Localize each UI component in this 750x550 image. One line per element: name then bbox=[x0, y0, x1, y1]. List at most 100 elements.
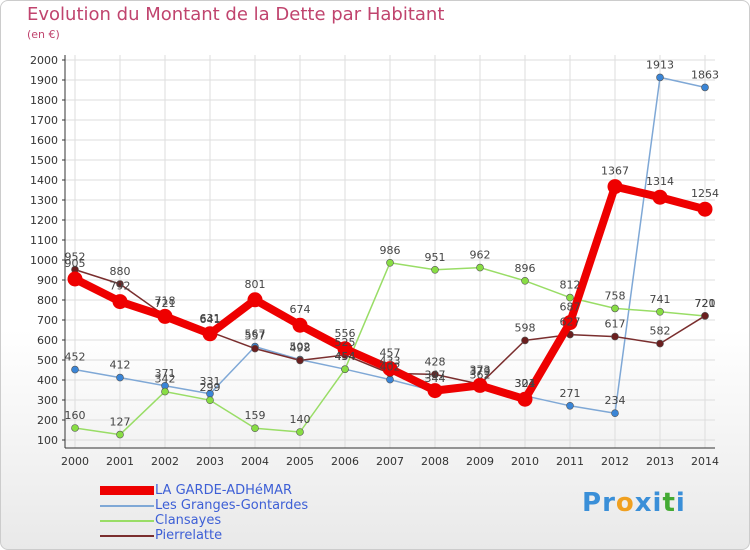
data-label: 880 bbox=[110, 265, 131, 278]
data-label: 304 bbox=[515, 377, 536, 390]
data-label: 567 bbox=[245, 328, 266, 341]
x-tick-label: 2011 bbox=[556, 455, 584, 468]
y-tick-label: 400 bbox=[37, 374, 58, 387]
x-tick-label: 2000 bbox=[61, 455, 89, 468]
legend-item[interactable]: Clansayes bbox=[100, 513, 400, 528]
y-tick-label: 600 bbox=[37, 334, 58, 347]
x-tick-label: 2001 bbox=[106, 455, 134, 468]
legend-swatch bbox=[100, 486, 154, 495]
data-label: 1254 bbox=[691, 187, 719, 200]
data-label: 1367 bbox=[601, 165, 629, 178]
data-label: 674 bbox=[290, 303, 311, 316]
x-tick-label: 2004 bbox=[241, 455, 269, 468]
data-label: 321 bbox=[515, 377, 536, 390]
data-label: 1314 bbox=[646, 175, 674, 188]
data-label: 433 bbox=[380, 354, 401, 367]
x-tick-label: 2008 bbox=[421, 455, 449, 468]
y-tick-label: 1400 bbox=[30, 174, 58, 187]
data-point bbox=[476, 263, 484, 272]
data-label: 234 bbox=[605, 394, 626, 407]
legend-label: Pierrelatte bbox=[155, 528, 223, 543]
data-point bbox=[251, 344, 259, 353]
x-tick-label: 2012 bbox=[601, 455, 629, 468]
data-label: 556 bbox=[335, 327, 356, 340]
data-point bbox=[71, 424, 79, 432]
data-label: 631 bbox=[200, 312, 221, 325]
data-label: 454 bbox=[335, 350, 356, 363]
data-label: 342 bbox=[155, 373, 176, 386]
data-point bbox=[431, 265, 439, 274]
data-label: 127 bbox=[110, 416, 131, 429]
legend-swatch bbox=[100, 505, 154, 507]
logo-letter: x bbox=[634, 488, 653, 518]
legend-label: Clansayes bbox=[155, 513, 222, 528]
data-point bbox=[112, 294, 128, 310]
chart-title: Evolution du Montant de la Dette par Hab… bbox=[27, 4, 445, 25]
data-point bbox=[607, 179, 623, 195]
axes: 100 200 300 400 500 600 700 800 900 1000 1100 1200 1… bbox=[30, 54, 719, 468]
data-point bbox=[656, 73, 664, 82]
x-tick-label: 2010 bbox=[511, 455, 539, 468]
data-point bbox=[116, 280, 124, 288]
legend-item[interactable]: LA GARDE-ADHéMAR bbox=[100, 483, 400, 498]
logo-letter: P bbox=[582, 488, 603, 518]
logo-letter: i bbox=[652, 488, 663, 518]
y-tick-label: 2000 bbox=[30, 54, 58, 67]
data-point bbox=[341, 365, 349, 374]
data-point bbox=[116, 373, 124, 382]
data-label: 792 bbox=[110, 280, 131, 293]
series-lines bbox=[67, 73, 713, 439]
data-point bbox=[521, 336, 529, 345]
data-point bbox=[296, 356, 304, 365]
data-point bbox=[611, 304, 619, 313]
data-label: 962 bbox=[470, 249, 491, 262]
y-tick-label: 1000 bbox=[30, 254, 58, 267]
data-point bbox=[656, 339, 664, 348]
data-label: 557 bbox=[245, 330, 266, 343]
legend-label: Les Granges-Gontardes bbox=[155, 498, 309, 513]
y-tick-label: 1800 bbox=[30, 94, 58, 107]
data-label: 452 bbox=[65, 351, 86, 364]
x-tick-label: 2014 bbox=[691, 455, 719, 468]
y-tick-label: 100 bbox=[37, 434, 58, 447]
data-point bbox=[431, 370, 439, 379]
data-label: 718 bbox=[155, 294, 176, 307]
brand-logo: Proxiti bbox=[582, 488, 686, 518]
data-point bbox=[382, 361, 398, 377]
x-tick-label: 2009 bbox=[466, 455, 494, 468]
logo-letter: o bbox=[615, 488, 635, 518]
data-label: 159 bbox=[245, 409, 266, 422]
data-label: 582 bbox=[650, 325, 671, 338]
data-point bbox=[611, 332, 619, 341]
x-tick-label: 2013 bbox=[646, 455, 674, 468]
data-point bbox=[517, 391, 533, 407]
data-label: 347 bbox=[425, 369, 446, 382]
data-label: 1863 bbox=[691, 68, 719, 81]
y-tick-label: 200 bbox=[37, 414, 58, 427]
data-label: 801 bbox=[245, 278, 266, 291]
data-point bbox=[206, 396, 214, 405]
y-tick-label: 1700 bbox=[30, 114, 58, 127]
legend-item[interactable]: Les Granges-Gontardes bbox=[100, 498, 400, 513]
data-labels: 905 792 718 631 801 674 556 457 347 373 304 687 1367… bbox=[65, 58, 720, 428]
y-tick-label: 300 bbox=[37, 394, 58, 407]
data-label: 721 bbox=[155, 297, 176, 310]
data-label: 758 bbox=[605, 289, 626, 302]
chart-subtitle: (en €) bbox=[27, 28, 60, 41]
data-point bbox=[562, 315, 578, 331]
data-label: 1913 bbox=[646, 58, 674, 71]
data-label: 271 bbox=[560, 387, 581, 400]
data-label: 371 bbox=[155, 367, 176, 380]
data-label: 952 bbox=[65, 251, 86, 264]
data-label: 687 bbox=[560, 301, 581, 314]
data-point bbox=[247, 292, 263, 308]
legend-item[interactable]: Pierrelatte bbox=[100, 528, 400, 543]
data-label: 986 bbox=[380, 244, 401, 257]
logo-letter: t bbox=[662, 488, 676, 518]
data-label: 457 bbox=[380, 347, 401, 360]
y-tick-label: 1200 bbox=[30, 214, 58, 227]
x-tick-label: 2006 bbox=[331, 455, 359, 468]
data-label: 617 bbox=[605, 318, 626, 331]
data-point bbox=[161, 387, 169, 396]
x-tick-label: 2003 bbox=[196, 455, 224, 468]
